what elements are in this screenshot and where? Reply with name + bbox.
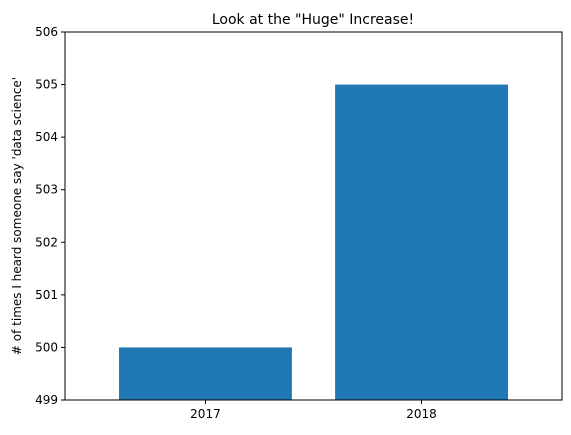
x-axis-ticks: 2017 2018	[190, 400, 437, 421]
y-tick-label: 504	[35, 130, 58, 144]
y-tick-label: 506	[35, 25, 58, 39]
y-tick-label: 503	[35, 183, 58, 197]
y-tick-label: 502	[35, 235, 58, 249]
bar-2017	[119, 347, 292, 400]
y-axis-ticks: 499 500 501 502 503 504 505 506	[35, 25, 65, 407]
plot-area-frame	[64, 31, 563, 401]
x-tick-label: 2018	[406, 407, 437, 421]
y-tick-label: 505	[35, 78, 58, 92]
bar-2018	[335, 84, 508, 401]
y-axis-label: # of times I heard someone say 'data sci…	[10, 77, 24, 355]
y-tick-label: 501	[35, 288, 58, 302]
x-tick-label: 2017	[190, 407, 221, 421]
bars	[119, 84, 508, 401]
chart-title: Look at the "Huge" Increase!	[212, 12, 414, 28]
y-tick-label: 499	[35, 393, 58, 407]
y-tick-label: 500	[35, 340, 58, 354]
